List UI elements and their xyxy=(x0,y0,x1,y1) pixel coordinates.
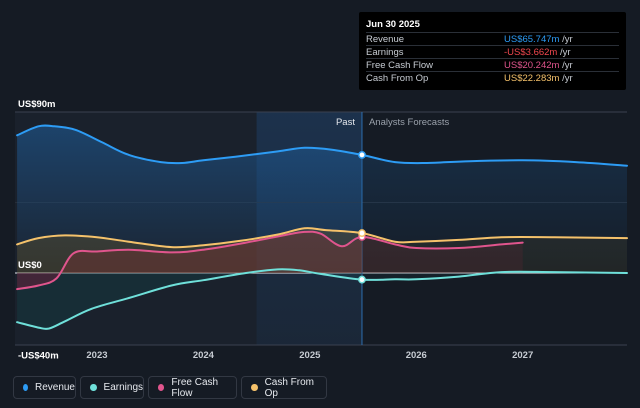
earnings-marker xyxy=(358,275,366,284)
legend-label: Cash From Op xyxy=(264,376,315,399)
tooltip-value-text: US$20.242m xyxy=(504,60,560,71)
cash-from-op-area-forecast xyxy=(362,233,627,273)
legend-dot xyxy=(158,384,165,391)
earnings-area-forecast xyxy=(362,271,627,280)
legend-revenue[interactable]: Revenue xyxy=(13,376,76,399)
x-tick-label: 2023 xyxy=(86,350,107,361)
free-cash-flow-area-past xyxy=(17,231,362,290)
tooltip: Jun 30 2025 Revenue US$65.747m /yr Earni… xyxy=(359,12,626,90)
free-cash-flow-area-forecast xyxy=(362,236,523,273)
legend-dot xyxy=(251,384,258,391)
tooltip-row-cfo: Cash From Op US$22.283m /yr xyxy=(366,71,619,85)
tooltip-unit: /yr xyxy=(559,73,573,84)
tooltip-value-text: US$65.747m xyxy=(504,34,560,45)
tooltip-value: -US$3.662m /yr xyxy=(504,47,571,58)
legend-dot xyxy=(23,384,28,391)
legend-label: Revenue xyxy=(34,382,75,393)
x-tick-label: 2027 xyxy=(512,350,533,361)
legend-earnings[interactable]: Earnings xyxy=(80,376,144,399)
legend-cash-from-op[interactable]: Cash From Op xyxy=(241,376,327,399)
earnings-line xyxy=(16,268,628,330)
legend-label: Free Cash Flow xyxy=(171,376,219,399)
tooltip-value: US$65.747m /yr xyxy=(504,34,573,45)
tooltip-label: Free Cash Flow xyxy=(366,60,434,71)
tooltip-value-text: US$22.283m xyxy=(504,73,560,84)
tooltip-label: Revenue xyxy=(366,34,405,45)
tooltip-date: Jun 30 2025 xyxy=(366,19,420,30)
tooltip-label: Earnings xyxy=(366,47,404,58)
tooltip-unit: /yr xyxy=(559,60,573,71)
x-tick-label: 2024 xyxy=(193,350,215,361)
tooltip-label: Cash From Op xyxy=(366,73,429,84)
x-tick-label: 2026 xyxy=(406,350,427,361)
tooltip-row-revenue: Revenue US$65.747m /yr xyxy=(366,32,619,46)
y-tick-label: US$0 xyxy=(18,260,42,271)
earnings-area-past xyxy=(17,269,362,329)
x-tick-label: 2025 xyxy=(299,350,321,361)
tooltip-unit: /yr xyxy=(557,47,571,58)
legend-free-cash-flow[interactable]: Free Cash Flow xyxy=(148,376,237,399)
cash-from-op-marker xyxy=(358,229,366,238)
revenue-area-forecast xyxy=(362,154,627,273)
tooltip-row-earnings: Earnings -US$3.662m /yr xyxy=(366,45,619,59)
revenue-line xyxy=(16,124,628,167)
cash-from-op-line xyxy=(16,227,628,249)
revenue-marker xyxy=(358,150,366,159)
tooltip-unit: /yr xyxy=(559,34,573,45)
y-tick-label: -US$40m xyxy=(18,351,59,362)
legend-label: Earnings xyxy=(103,382,143,393)
free-cash-flow-line xyxy=(16,230,524,291)
tooltip-value-text: -US$3.662m xyxy=(504,47,558,58)
y-tick-label: US$90m xyxy=(18,99,56,110)
tooltip-row-fcf: Free Cash Flow US$20.242m /yr xyxy=(366,58,619,72)
forecast-label: Analysts Forecasts xyxy=(369,117,449,128)
past-label: Past xyxy=(336,117,355,128)
tooltip-value: US$22.283m /yr xyxy=(504,73,573,84)
tooltip-value: US$20.242m /yr xyxy=(504,60,573,71)
legend-dot xyxy=(90,384,97,391)
